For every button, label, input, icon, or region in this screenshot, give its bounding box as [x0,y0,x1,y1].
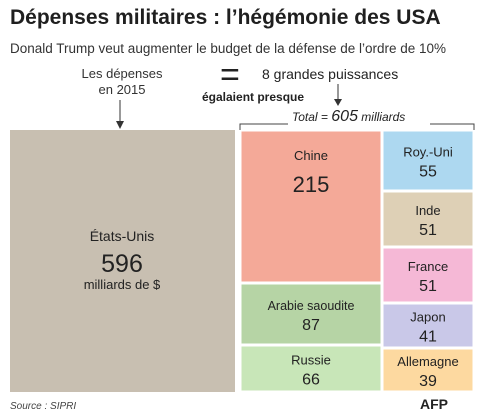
group-tiles: Chine 215 Arabie saoudite 87 Russie 66 Roy.-Un… [241,131,473,391]
group-caption: 8 grandes puissances [262,66,399,82]
total-prefix: Total = [292,110,332,124]
us-caption-line2: en 2015 [98,82,146,97]
tile-value-france: 51 [419,278,437,295]
tile-label-roy-uni: Roy.-Uni [403,145,453,160]
equal-note: égalaient presque [202,90,305,104]
us-label: États-Unis [90,228,155,244]
tile-roy-uni [383,131,473,190]
chart-title: Dépenses militaires : l’hégémonie des US… [10,6,441,29]
afp-logo: AFP [420,396,448,412]
us-block [10,130,235,392]
tile-value-japon: 41 [419,329,437,346]
group-arrow [334,84,342,106]
tile-russie [241,346,381,391]
total-value: 605 [331,108,358,125]
tile-value-roy-uni: 55 [419,164,437,181]
us-arrow [116,100,124,129]
chart-subtitle: Donald Trump veut augmenter le budget de… [10,41,447,56]
tile-inde [383,192,473,246]
tile-value-arabie-saoudite: 87 [302,317,320,334]
tile-label-russie: Russie [291,353,331,368]
us-value: 596 [101,250,143,278]
tile-label-france: France [408,259,448,274]
tile-value-allemagne: 39 [419,373,437,390]
tile-label-inde: Inde [415,203,440,218]
group-total: Total = 605 milliards [292,108,405,126]
tile-value-russie: 66 [302,372,320,389]
tile-label-arabie-saoudite: Arabie saoudite [268,299,355,313]
source-note: Source : SIPRI [10,401,77,412]
tile-arabie-saoudite [241,284,381,344]
tile-label-chine: Chine [294,148,328,163]
tile-allemagne [383,349,473,391]
total-suffix: milliards [357,110,406,124]
group-bracket [239,123,475,130]
tile-japon [383,304,473,347]
equals-sign: = [220,56,240,94]
us-caption: Les dépenses en 2015 [72,66,172,98]
tile-chine [241,131,381,282]
tile-france [383,248,473,302]
tile-label-allemagne: Allemagne [397,354,458,369]
us-unit: milliards de $ [84,277,161,292]
us-caption-line1: Les dépenses [81,66,163,81]
tile-label-japon: Japon [410,310,445,325]
tile-value-chine: 215 [293,172,330,197]
tile-value-inde: 51 [419,222,437,239]
